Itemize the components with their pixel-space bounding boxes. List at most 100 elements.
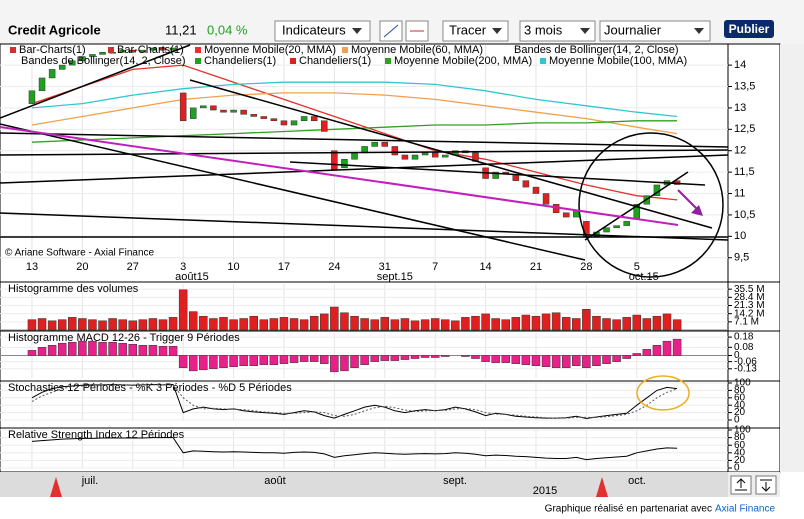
bar <box>451 320 460 331</box>
bar <box>320 355 329 364</box>
candle <box>179 92 187 122</box>
candle <box>159 47 167 51</box>
y-tick-label: 40 <box>734 447 746 458</box>
bar <box>410 320 420 331</box>
bar <box>612 355 621 362</box>
bar <box>561 355 571 369</box>
footer-brand[interactable]: Axial Finance <box>715 504 775 515</box>
bar <box>592 315 601 331</box>
bar <box>481 313 490 331</box>
bar <box>602 318 611 331</box>
legend-swatch <box>342 47 348 53</box>
bar <box>622 317 631 331</box>
scrollbar[interactable] <box>780 44 804 472</box>
interval-select[interactable] <box>599 20 711 42</box>
candle <box>401 154 409 160</box>
bar <box>592 355 601 366</box>
candle <box>522 180 530 188</box>
footer-text: Graphique réalisé en partenariat avec <box>545 504 712 515</box>
bar <box>98 320 107 331</box>
bar <box>582 355 591 369</box>
draw-button[interactable] <box>442 20 509 42</box>
bar <box>299 319 309 331</box>
candle <box>169 47 177 51</box>
y-tick-label: 9,5 <box>734 252 749 264</box>
draw-label: Tracer <box>449 22 487 37</box>
bar <box>118 319 127 331</box>
candle <box>260 116 268 119</box>
y-tick-label: 20 <box>734 455 746 466</box>
period-select[interactable] <box>519 20 596 42</box>
navigator-month: oct. <box>628 475 646 487</box>
bar <box>400 318 410 331</box>
indicators-button[interactable] <box>274 20 371 42</box>
y-tick-label: 14.2 M <box>734 308 765 319</box>
bar <box>229 355 238 367</box>
bar <box>370 319 379 331</box>
candle <box>270 118 278 122</box>
bar <box>380 317 390 331</box>
candle <box>421 152 429 156</box>
candle <box>492 171 499 179</box>
candle <box>230 109 237 113</box>
bar <box>572 355 581 366</box>
navigator-handle[interactable] <box>50 477 62 497</box>
bar <box>128 344 138 356</box>
bar <box>662 340 672 356</box>
bar <box>168 346 178 356</box>
candle <box>321 120 328 132</box>
bar <box>440 355 450 357</box>
trendline <box>0 154 729 184</box>
legend-label: Bandes de Bollinger(14, 2, Close) <box>514 44 678 56</box>
trendline <box>0 132 729 148</box>
bar <box>289 355 299 363</box>
navigator-handle[interactable] <box>596 477 608 497</box>
indicator-line <box>31 437 678 461</box>
bar <box>68 341 77 356</box>
y-tick-label: 10,5 <box>734 209 755 221</box>
bar <box>188 311 198 331</box>
bar <box>57 342 67 356</box>
bar <box>380 355 390 361</box>
bar <box>471 315 480 331</box>
bar <box>551 355 561 369</box>
candle <box>250 114 257 117</box>
y-tick-label: 0.18 <box>734 332 754 343</box>
moving-average <box>31 64 678 201</box>
y-tick-label: 13,5 <box>734 80 755 92</box>
publish-button[interactable] <box>724 20 774 38</box>
bar <box>239 355 248 366</box>
candle <box>603 227 610 233</box>
legend-swatch <box>290 58 296 64</box>
candle <box>119 49 126 53</box>
bar <box>98 341 107 356</box>
bar <box>148 318 158 331</box>
candle <box>69 60 76 66</box>
legend-label: Bandes de Bollinger(14, 2, Close) <box>21 55 185 67</box>
bar <box>309 355 319 362</box>
bar <box>209 355 218 370</box>
publish-label: Publier <box>729 22 770 36</box>
candle <box>220 109 227 113</box>
bar <box>672 338 682 356</box>
bar <box>481 355 490 362</box>
bar <box>188 355 198 372</box>
bar <box>108 341 117 356</box>
legend-label: Chandeliers(1) <box>204 55 276 67</box>
pane-title: Histogramme des volumes <box>8 283 139 295</box>
indicator-line <box>31 383 678 420</box>
x-tick-label: 20 <box>76 261 88 273</box>
x-tick-label: 17 <box>278 261 290 273</box>
candle <box>129 49 137 53</box>
candle <box>79 56 86 62</box>
trendline <box>0 149 729 156</box>
y-tick-label: 13 <box>734 102 746 114</box>
navigator[interactable] <box>0 472 728 497</box>
x-tick-label: 21 <box>530 261 542 273</box>
bar <box>612 319 621 331</box>
bar <box>602 355 611 364</box>
y-tick-label: 0 <box>734 350 740 361</box>
magenta-trendline <box>0 126 679 226</box>
navigator-year: 2015 <box>533 485 557 497</box>
